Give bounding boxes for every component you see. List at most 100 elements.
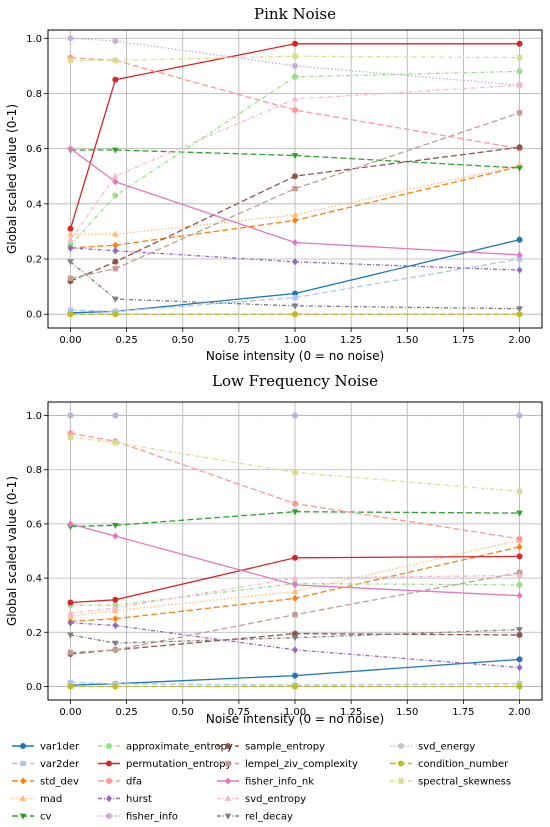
legend-marker: [225, 760, 231, 767]
x-tick-label: 1.25: [340, 335, 362, 346]
data-point-permutation_entropy: [67, 225, 74, 232]
series-line-sample_entropy: [70, 146, 520, 282]
data-point-approximate_entropy: [516, 68, 523, 75]
data-point-hurst: [516, 266, 523, 274]
x-tick-label: 0.75: [228, 335, 250, 346]
data-point-hurst: [292, 258, 298, 266]
x-tick-label: 1.75: [452, 707, 474, 718]
chart-title: Pink Noise: [254, 5, 336, 23]
data-point-dfa: [292, 107, 298, 114]
x-tick-label: 1.50: [396, 335, 418, 346]
data-point-condition_number: [67, 311, 74, 318]
data-point-hurst: [67, 244, 74, 252]
y-tick-label: 0.4: [26, 574, 42, 585]
data-point-svd_entropy: [67, 609, 74, 616]
data-point-rel_decay: [291, 303, 299, 310]
data-point-fisher_info_nk: [67, 145, 74, 153]
data-point-cv: [516, 510, 523, 517]
legend-item-dfa: dfa: [98, 777, 142, 788]
data-point-lempel_ziv_complexity: [67, 275, 74, 282]
legend-item-lempel_ziv_complexity: lempel_ziv_complexity: [217, 759, 358, 770]
data-point-var2der: [516, 256, 523, 262]
legend-item-svd_energy: svd_energy: [390, 742, 475, 753]
data-point-dfa: [516, 535, 523, 542]
data-point-condition_number: [292, 683, 298, 690]
data-point-rel_decay: [291, 635, 299, 642]
series-line-mad: [70, 164, 520, 235]
y-tick-label: 0.2: [26, 255, 42, 266]
series-line-var1der: [70, 239, 520, 314]
x-tick-label: 1.50: [396, 707, 418, 718]
data-point-approximate_entropy: [112, 192, 119, 199]
data-point-svd_entropy: [112, 604, 119, 611]
series-spectral_skewness: [67, 434, 523, 495]
legend-item-fisher_info: fisher_info: [98, 812, 178, 823]
series-line-std_dev: [70, 165, 520, 249]
data-point-lempel_ziv_complexity: [292, 185, 298, 192]
x-tick-label: 0.50: [172, 707, 194, 718]
data-point-mad: [112, 230, 119, 237]
legend-item-mad: mad: [12, 794, 62, 805]
data-point-approximate_entropy: [292, 73, 298, 80]
data-point-fisher_info_nk: [112, 532, 119, 540]
data-point-fisher_info: [292, 62, 298, 69]
x-axis-label: Noise intensity (0 = no noise): [206, 712, 384, 726]
data-point-std_dev: [112, 241, 119, 249]
data-point-cv: [291, 509, 299, 516]
legend-label: spectral_skewness: [418, 777, 511, 788]
series-line-approximate_entropy: [70, 70, 520, 246]
series-line-std_dev: [70, 546, 520, 623]
legend-label: var1der: [40, 742, 80, 753]
y-axis-label: Global scaled value (0-1): [5, 476, 19, 626]
data-point-hurst: [112, 621, 119, 630]
y-tick-label: 1.0: [26, 411, 42, 422]
series-permutation_entropy: [67, 40, 523, 232]
x-tick-label: 0.00: [59, 707, 81, 718]
legend-marker: [106, 743, 112, 749]
legend-marker: [398, 743, 404, 749]
y-tick-label: 0.0: [26, 310, 42, 321]
legend-label: svd_entropy: [245, 794, 306, 805]
series-spectral_skewness: [67, 53, 523, 64]
data-point-approximate_entropy: [516, 581, 523, 588]
series-line-permutation_entropy: [70, 555, 520, 604]
series-approximate_entropy: [67, 68, 523, 249]
data-point-fisher_info: [112, 38, 119, 45]
data-point-spectral_skewness: [112, 57, 119, 64]
legend-label: hurst: [126, 794, 152, 805]
x-tick-label: 0.25: [115, 335, 137, 346]
legend-marker: [19, 794, 27, 801]
data-point-mad: [67, 230, 74, 237]
legend-item-var1der: var1der: [12, 742, 80, 753]
data-point-spectral_skewness: [516, 488, 523, 495]
series-line-rel_decay: [70, 261, 520, 310]
data-point-fisher_info: [516, 412, 523, 419]
legend-marker: [224, 813, 232, 820]
y-tick-label: 1.0: [26, 34, 42, 45]
series-fisher_info_nk: [67, 145, 523, 259]
data-point-condition_number: [112, 683, 119, 690]
data-point-fisher_info_nk: [67, 520, 74, 528]
data-point-fisher_info_nk: [112, 178, 119, 186]
legend-marker: [225, 743, 231, 749]
x-tick-label: 0.00: [59, 335, 81, 346]
y-tick-label: 0.4: [26, 199, 42, 210]
legend-item-var2der: var2der: [12, 759, 80, 770]
legend-label: svd_energy: [418, 742, 475, 753]
data-point-fisher_info: [67, 35, 74, 42]
legend-marker: [106, 794, 112, 803]
legend-label: dfa: [126, 777, 142, 788]
y-tick-label: 0.8: [26, 89, 42, 100]
data-point-fisher_info_nk: [516, 251, 523, 259]
data-point-rel_decay: [67, 259, 74, 266]
data-point-sample_entropy: [292, 173, 298, 180]
data-point-std_dev: [292, 216, 298, 224]
data-point-fisher_info_nk: [292, 581, 298, 589]
legend-marker: [225, 777, 231, 785]
legend-item-spectral_skewness: spectral_skewness: [390, 777, 511, 788]
data-point-fisher_info: [67, 412, 74, 419]
legend-label: fisher_info_nk: [245, 777, 314, 788]
data-point-std_dev: [112, 615, 119, 623]
data-point-fisher_info: [292, 412, 298, 419]
